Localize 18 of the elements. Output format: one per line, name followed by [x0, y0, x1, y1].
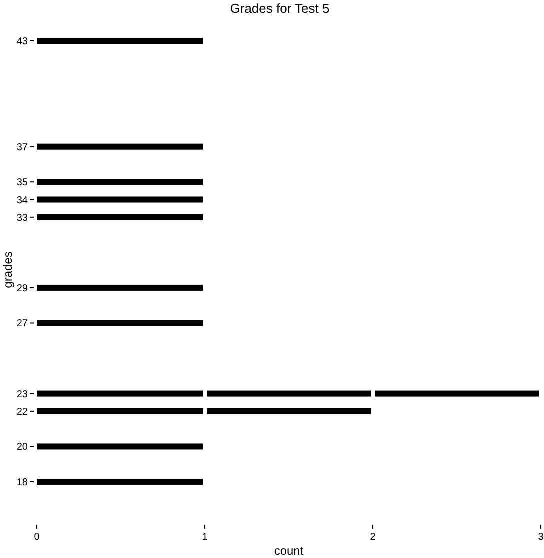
y-tick-label: 20	[16, 442, 28, 454]
x-axis-title: count	[274, 544, 304, 558]
y-tick-label: 18	[16, 478, 28, 488]
chart-title: Grades for Test 5	[230, 1, 330, 16]
y-tick-label: 22	[16, 406, 28, 418]
y-tick-label: 27	[16, 318, 28, 330]
x-tick-label: 2	[370, 532, 376, 543]
y-tick-label: 29	[16, 283, 28, 294]
y-tick-label: 37	[16, 142, 28, 154]
x-tick-label: 3	[538, 532, 544, 543]
y-axis-title: grades	[1, 252, 15, 288]
y-tick-label: 23	[16, 389, 28, 400]
y-tick-label: 43	[16, 36, 28, 48]
y-tick-label: 33	[16, 212, 28, 224]
y-tick-label: 35	[16, 178, 28, 189]
x-tick-label: 0	[34, 532, 40, 543]
y-tick-label: 34	[16, 195, 28, 206]
x-tick-label: 1	[202, 532, 208, 543]
